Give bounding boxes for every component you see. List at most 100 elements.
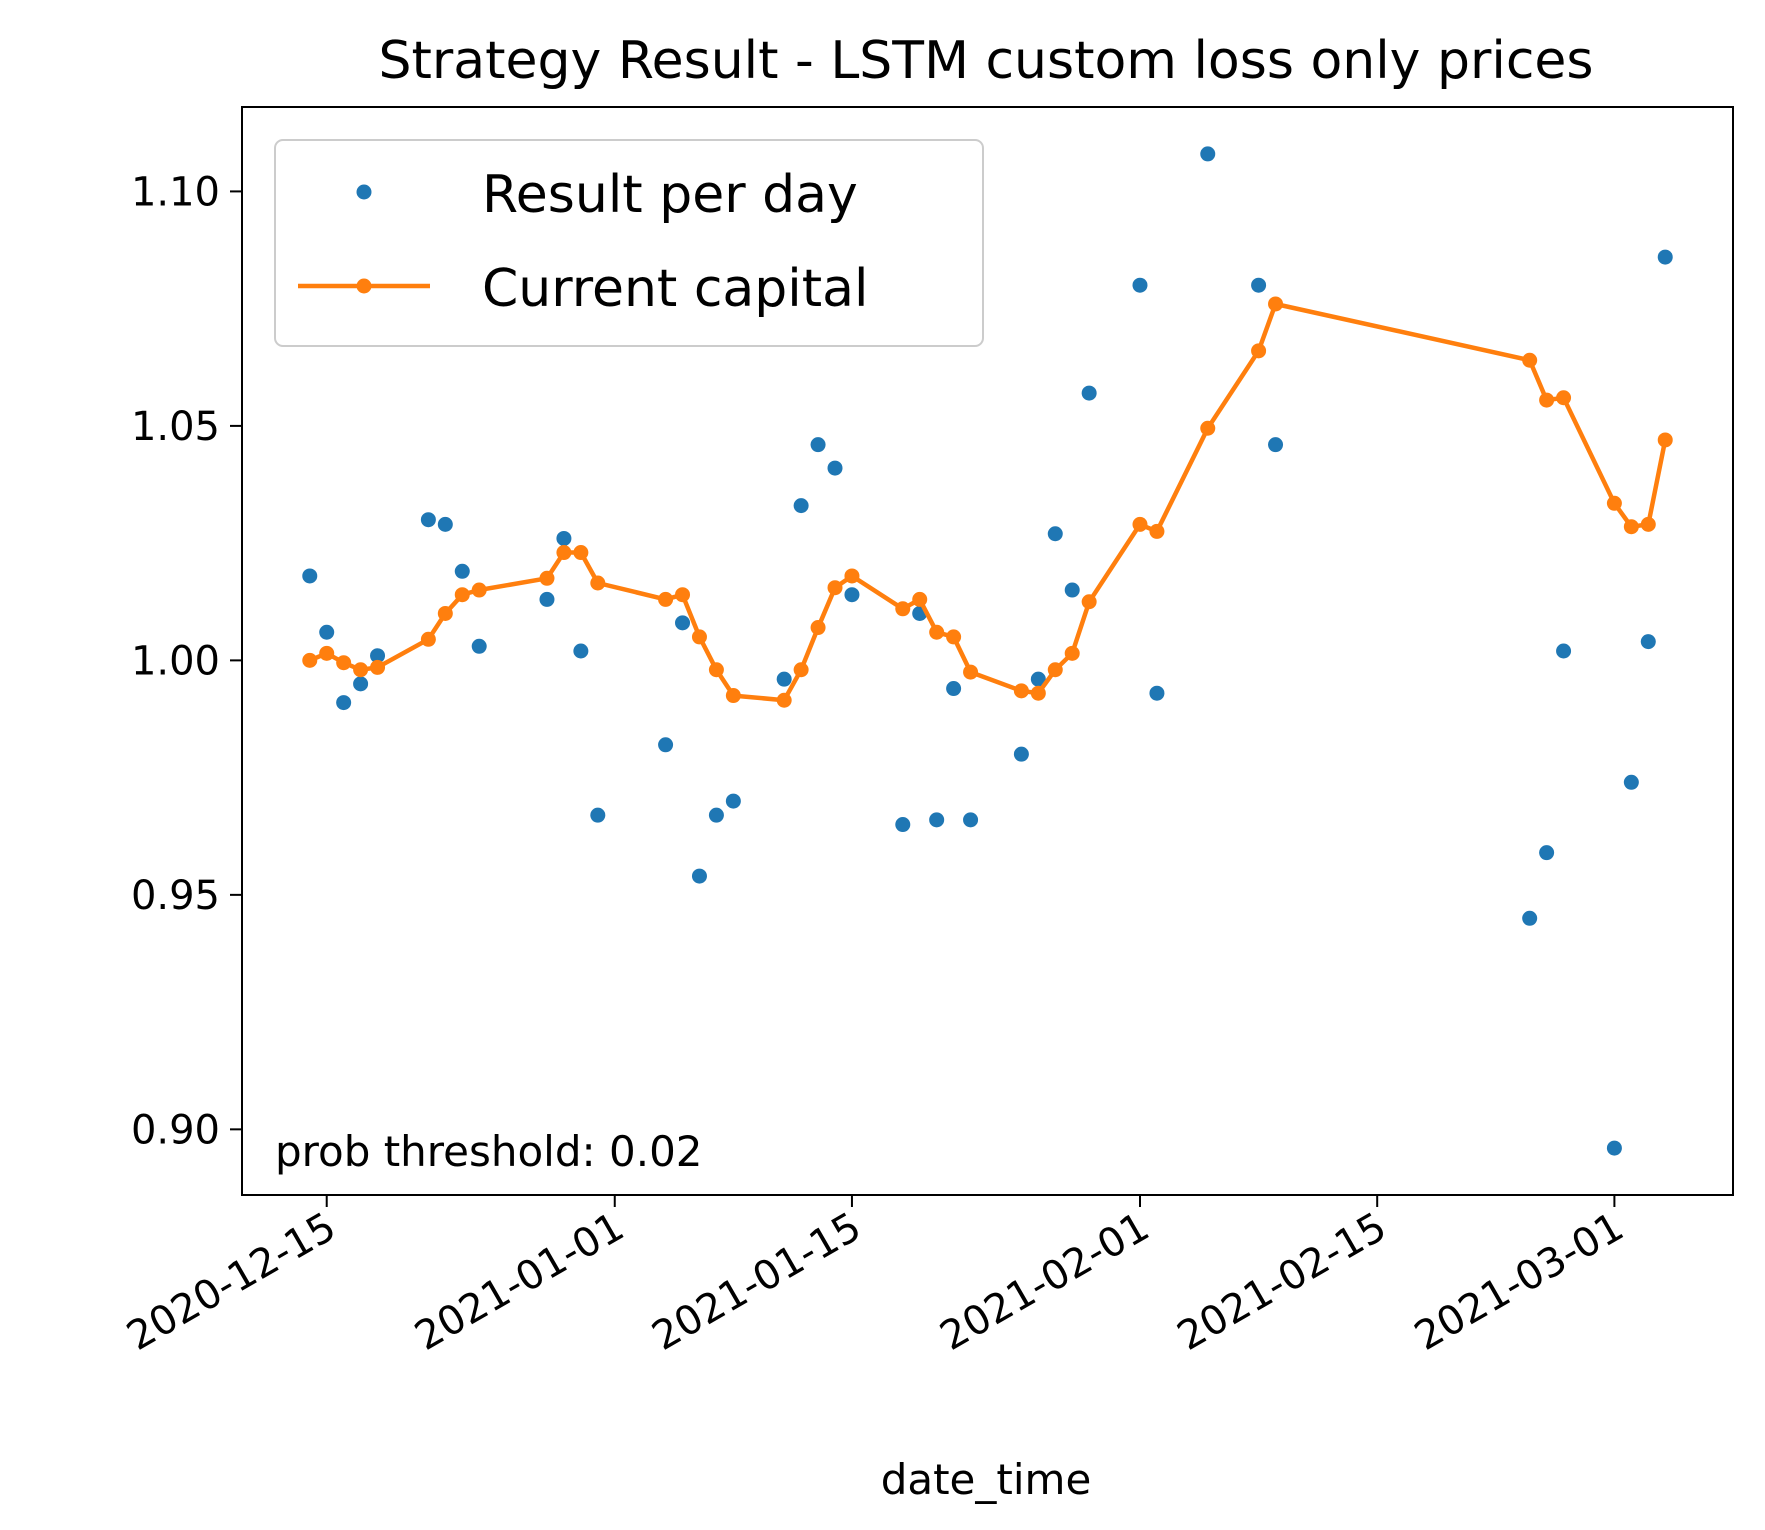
result-per-day-point bbox=[793, 498, 809, 514]
current-capital-point bbox=[1539, 392, 1555, 408]
current-capital-point bbox=[725, 688, 741, 704]
result-per-day-point bbox=[675, 615, 691, 631]
result-per-day-point bbox=[810, 437, 826, 453]
result-per-day-point bbox=[708, 807, 724, 823]
current-capital-line bbox=[308, 301, 1668, 703]
current-capital-point bbox=[658, 591, 674, 607]
current-capital-point bbox=[1268, 296, 1284, 312]
current-capital-point bbox=[929, 624, 945, 640]
result-per-day-point bbox=[539, 591, 555, 607]
result-per-day-point bbox=[370, 648, 386, 664]
x-tick-label: 2021-02-15 bbox=[1170, 1204, 1394, 1360]
result-per-day-point bbox=[1013, 746, 1029, 762]
result-per-day-point bbox=[963, 812, 979, 828]
current-capital-point bbox=[1657, 432, 1673, 448]
x-tick-label: 2021-02-01 bbox=[933, 1204, 1157, 1360]
plot-layer bbox=[302, 146, 1673, 1156]
x-tick-label: 2021-01-15 bbox=[645, 1204, 869, 1360]
current-capital-point bbox=[590, 575, 606, 591]
x-tick-label: 2021-01-01 bbox=[407, 1204, 631, 1360]
result-per-day-point bbox=[420, 512, 436, 528]
chart-title: Strategy Result - LSTM custom loss only … bbox=[379, 31, 1594, 91]
result-per-day-point bbox=[827, 460, 843, 476]
result-per-day-point bbox=[1030, 671, 1046, 687]
current-capital-point bbox=[1623, 519, 1639, 535]
current-capital-point bbox=[556, 545, 572, 561]
result-per-day-point bbox=[1149, 685, 1165, 701]
current-capital-point bbox=[370, 659, 386, 675]
current-capital-point bbox=[691, 629, 707, 645]
legend: Result per day Current capital bbox=[274, 139, 984, 347]
current-capital-point bbox=[1149, 523, 1165, 539]
current-capital-point bbox=[302, 652, 318, 668]
result-per-day-point bbox=[1064, 582, 1080, 598]
result-per-day-point bbox=[1556, 643, 1572, 659]
current-capital-point bbox=[573, 545, 589, 561]
result-per-day-point bbox=[302, 568, 318, 584]
current-capital-point bbox=[912, 591, 928, 607]
current-capital-point bbox=[1132, 516, 1148, 532]
current-capital-point bbox=[1522, 352, 1538, 368]
result-per-day-point bbox=[1047, 526, 1063, 542]
result-per-day-point bbox=[1268, 437, 1284, 453]
result-per-day-point bbox=[1132, 277, 1148, 293]
result-per-day-point bbox=[658, 737, 674, 753]
x-axis-label: date_time bbox=[881, 1455, 1092, 1504]
current-capital-point bbox=[1047, 662, 1063, 678]
result-per-day-point bbox=[1522, 910, 1538, 926]
current-capital-point bbox=[1013, 683, 1029, 699]
result-per-day-point bbox=[471, 638, 487, 654]
current-capital-point bbox=[827, 580, 843, 596]
current-capital-point bbox=[946, 629, 962, 645]
current-capital-point bbox=[776, 692, 792, 708]
result-per-day-point bbox=[691, 868, 707, 884]
result-per-day-point bbox=[1623, 774, 1639, 790]
legend-frame bbox=[274, 139, 984, 347]
result-per-day-point bbox=[1539, 845, 1555, 861]
result-per-day-point bbox=[725, 793, 741, 809]
result-per-day-point bbox=[1640, 634, 1656, 650]
result-per-day-point bbox=[1251, 277, 1267, 293]
y-tick-label: 1.05 bbox=[131, 404, 220, 450]
y-tick-label: 0.95 bbox=[131, 873, 220, 919]
legend-label-current-capital: Current capital bbox=[482, 259, 868, 319]
result-per-day-point bbox=[353, 676, 369, 692]
current-capital-point bbox=[353, 662, 369, 678]
current-capital-point bbox=[810, 620, 826, 636]
current-capital-point bbox=[437, 605, 453, 621]
current-capital-point bbox=[793, 662, 809, 678]
current-capital-point bbox=[471, 582, 487, 598]
result-per-day-point bbox=[1657, 249, 1673, 265]
y-tick-label: 1.00 bbox=[131, 638, 220, 684]
result-per-day-point bbox=[573, 643, 589, 659]
result-per-day-point bbox=[1081, 385, 1097, 401]
current-capital-point bbox=[675, 587, 691, 603]
result-per-day-point bbox=[1606, 1140, 1622, 1156]
y-tick-label: 1.10 bbox=[131, 169, 220, 215]
result-per-day-point bbox=[1200, 146, 1216, 162]
result-per-day-point bbox=[590, 807, 606, 823]
annotation-prob-threshold: prob threshold: 0.02 bbox=[275, 1127, 703, 1176]
current-capital-point bbox=[319, 645, 335, 661]
result-per-day-point bbox=[946, 681, 962, 697]
current-capital-point bbox=[336, 655, 352, 671]
legend-marker-result-per-day bbox=[356, 184, 372, 200]
current-capital-point bbox=[895, 601, 911, 617]
current-capital-point bbox=[708, 662, 724, 678]
current-capital-point bbox=[1640, 516, 1656, 532]
result-per-day-point bbox=[319, 624, 335, 640]
current-capital-point bbox=[844, 568, 860, 584]
result-per-day-point bbox=[776, 671, 792, 687]
current-capital-point bbox=[454, 587, 470, 603]
current-capital-point bbox=[963, 664, 979, 680]
x-tick-label: 2021-03-01 bbox=[1407, 1204, 1631, 1360]
current-capital-point bbox=[1200, 420, 1216, 436]
current-capital-point bbox=[1064, 645, 1080, 661]
current-capital-point bbox=[1030, 685, 1046, 701]
x-tick-label: 2020-12-15 bbox=[119, 1204, 343, 1360]
result-per-day-point bbox=[556, 530, 572, 546]
result-per-day-point bbox=[929, 812, 945, 828]
current-capital-point bbox=[1081, 594, 1097, 610]
current-capital-point bbox=[1606, 495, 1622, 511]
